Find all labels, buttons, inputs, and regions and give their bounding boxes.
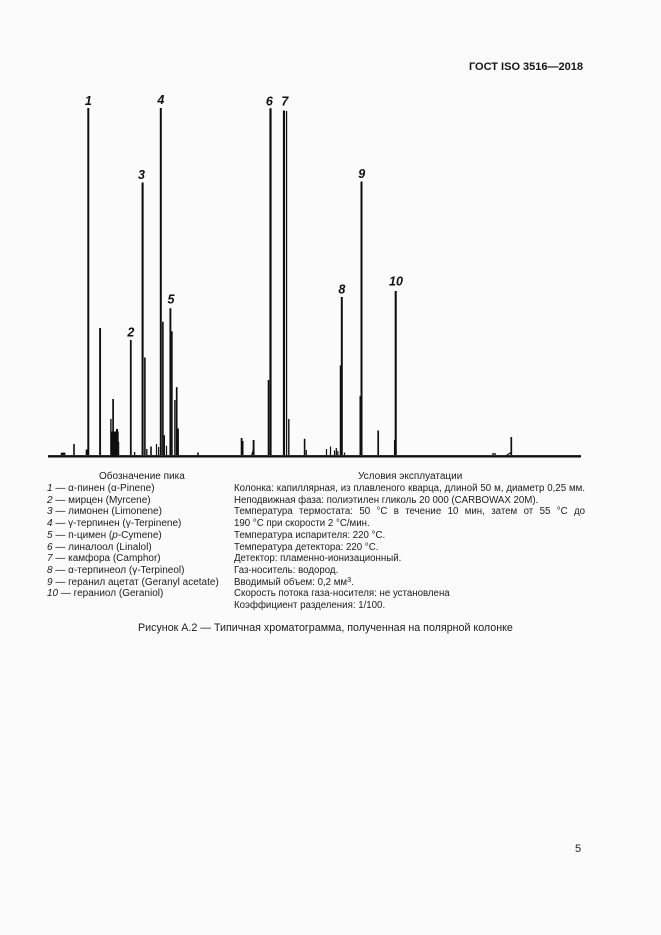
svg-text:8: 8	[338, 283, 345, 297]
svg-text:1: 1	[85, 94, 92, 108]
svg-text:7: 7	[281, 95, 289, 109]
svg-text:4: 4	[156, 93, 164, 107]
svg-text:5: 5	[168, 293, 176, 307]
svg-text:2: 2	[126, 326, 134, 340]
svg-text:10: 10	[389, 275, 403, 289]
svg-text:6: 6	[266, 95, 274, 109]
svg-text:9: 9	[358, 167, 365, 181]
svg-text:3: 3	[138, 168, 145, 182]
